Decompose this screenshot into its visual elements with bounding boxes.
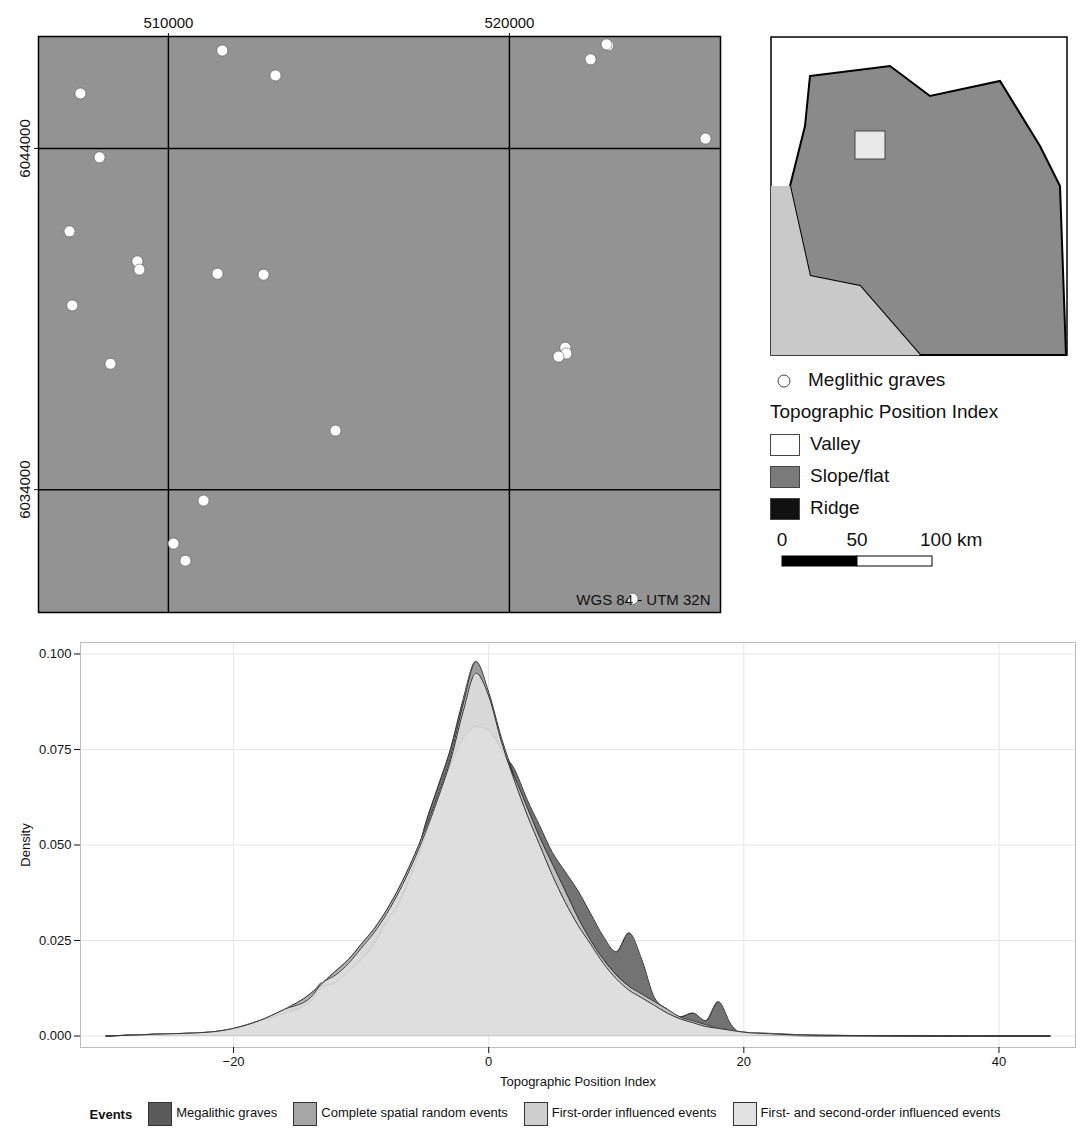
svg-text:WGS 84 - UTM 32N: WGS 84 - UTM 32N	[576, 591, 710, 608]
svg-text:Topographic Position Index: Topographic Position Index	[500, 1074, 657, 1089]
svg-text:20: 20	[737, 1054, 751, 1069]
html-text:First- and second-order influe: First- and second-order influenced event…	[760, 1105, 1001, 1121]
svg-text:0.100: 0.100	[39, 646, 72, 661]
svg-text:50: 50	[846, 529, 867, 550]
html-text:Complete spatial random events: Complete spatial random events	[321, 1105, 508, 1121]
html-text:Meglithic graves: Meglithic graves	[808, 369, 946, 390]
svg-text:0: 0	[777, 529, 788, 550]
html-text:Valley: Valley	[810, 433, 861, 454]
svg-text:0.025: 0.025	[39, 933, 72, 948]
html-text:Slope/flat: Slope/flat	[810, 465, 890, 486]
svg-text:100 km: 100 km	[920, 529, 982, 550]
svg-text:0.075: 0.075	[39, 742, 72, 757]
html-text:Ridge: Ridge	[810, 497, 860, 518]
svg-text:6034000: 6034000	[16, 460, 33, 518]
svg-text:−20: −20	[223, 1054, 245, 1069]
html-text:Megalithic graves: Megalithic graves	[176, 1105, 278, 1121]
svg-text:510000: 510000	[143, 14, 193, 31]
html-text:Events: Events	[89, 1106, 133, 1122]
svg-text:0.000: 0.000	[39, 1028, 72, 1043]
svg-text:0: 0	[485, 1054, 492, 1069]
svg-text:6044000: 6044000	[16, 119, 33, 177]
html-text:First-order influenced events: First-order influenced events	[551, 1105, 717, 1121]
svg-text:0.050: 0.050	[39, 837, 72, 852]
svg-text:40: 40	[992, 1054, 1006, 1069]
svg-text:Density: Density	[18, 823, 33, 867]
svg-text:520000: 520000	[484, 14, 534, 31]
html-text:Topographic Position Index: Topographic Position Index	[770, 401, 999, 422]
